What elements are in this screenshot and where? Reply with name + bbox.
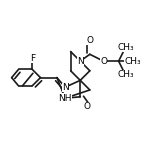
Text: F: F: [30, 54, 35, 63]
Text: O: O: [100, 57, 107, 66]
Text: CH₃: CH₃: [124, 57, 141, 66]
Text: CH₃: CH₃: [117, 43, 134, 52]
Text: O: O: [86, 36, 93, 45]
Text: O: O: [84, 102, 91, 111]
Text: NH: NH: [58, 94, 72, 103]
Text: N: N: [62, 83, 69, 92]
Text: N: N: [77, 57, 84, 66]
Text: CH₃: CH₃: [117, 70, 134, 79]
